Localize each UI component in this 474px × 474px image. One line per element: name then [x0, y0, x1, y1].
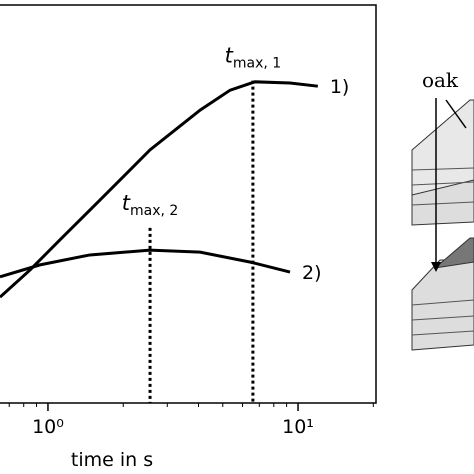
marker-t: t — [225, 44, 234, 68]
marker-t: t — [122, 191, 131, 215]
marker-subscript: max, 2 — [130, 203, 178, 219]
marker-label: tmax, 2 — [122, 191, 179, 219]
diagram-label: oak — [422, 68, 459, 92]
x-tick-label: 10¹ — [282, 416, 314, 438]
marker-label: tmax, 1 — [225, 44, 282, 72]
marker-subscript: max, 1 — [233, 56, 281, 72]
series-label: 1) — [330, 76, 350, 98]
series-label: 2) — [302, 262, 322, 284]
plot-frame — [0, 4, 377, 404]
wood-diagram: oak — [411, 68, 474, 351]
line — [0, 248, 291, 279]
line — [0, 80, 319, 299]
x-tick-label: 10⁰ — [32, 416, 64, 438]
x-axis-label: time in s — [71, 449, 153, 471]
